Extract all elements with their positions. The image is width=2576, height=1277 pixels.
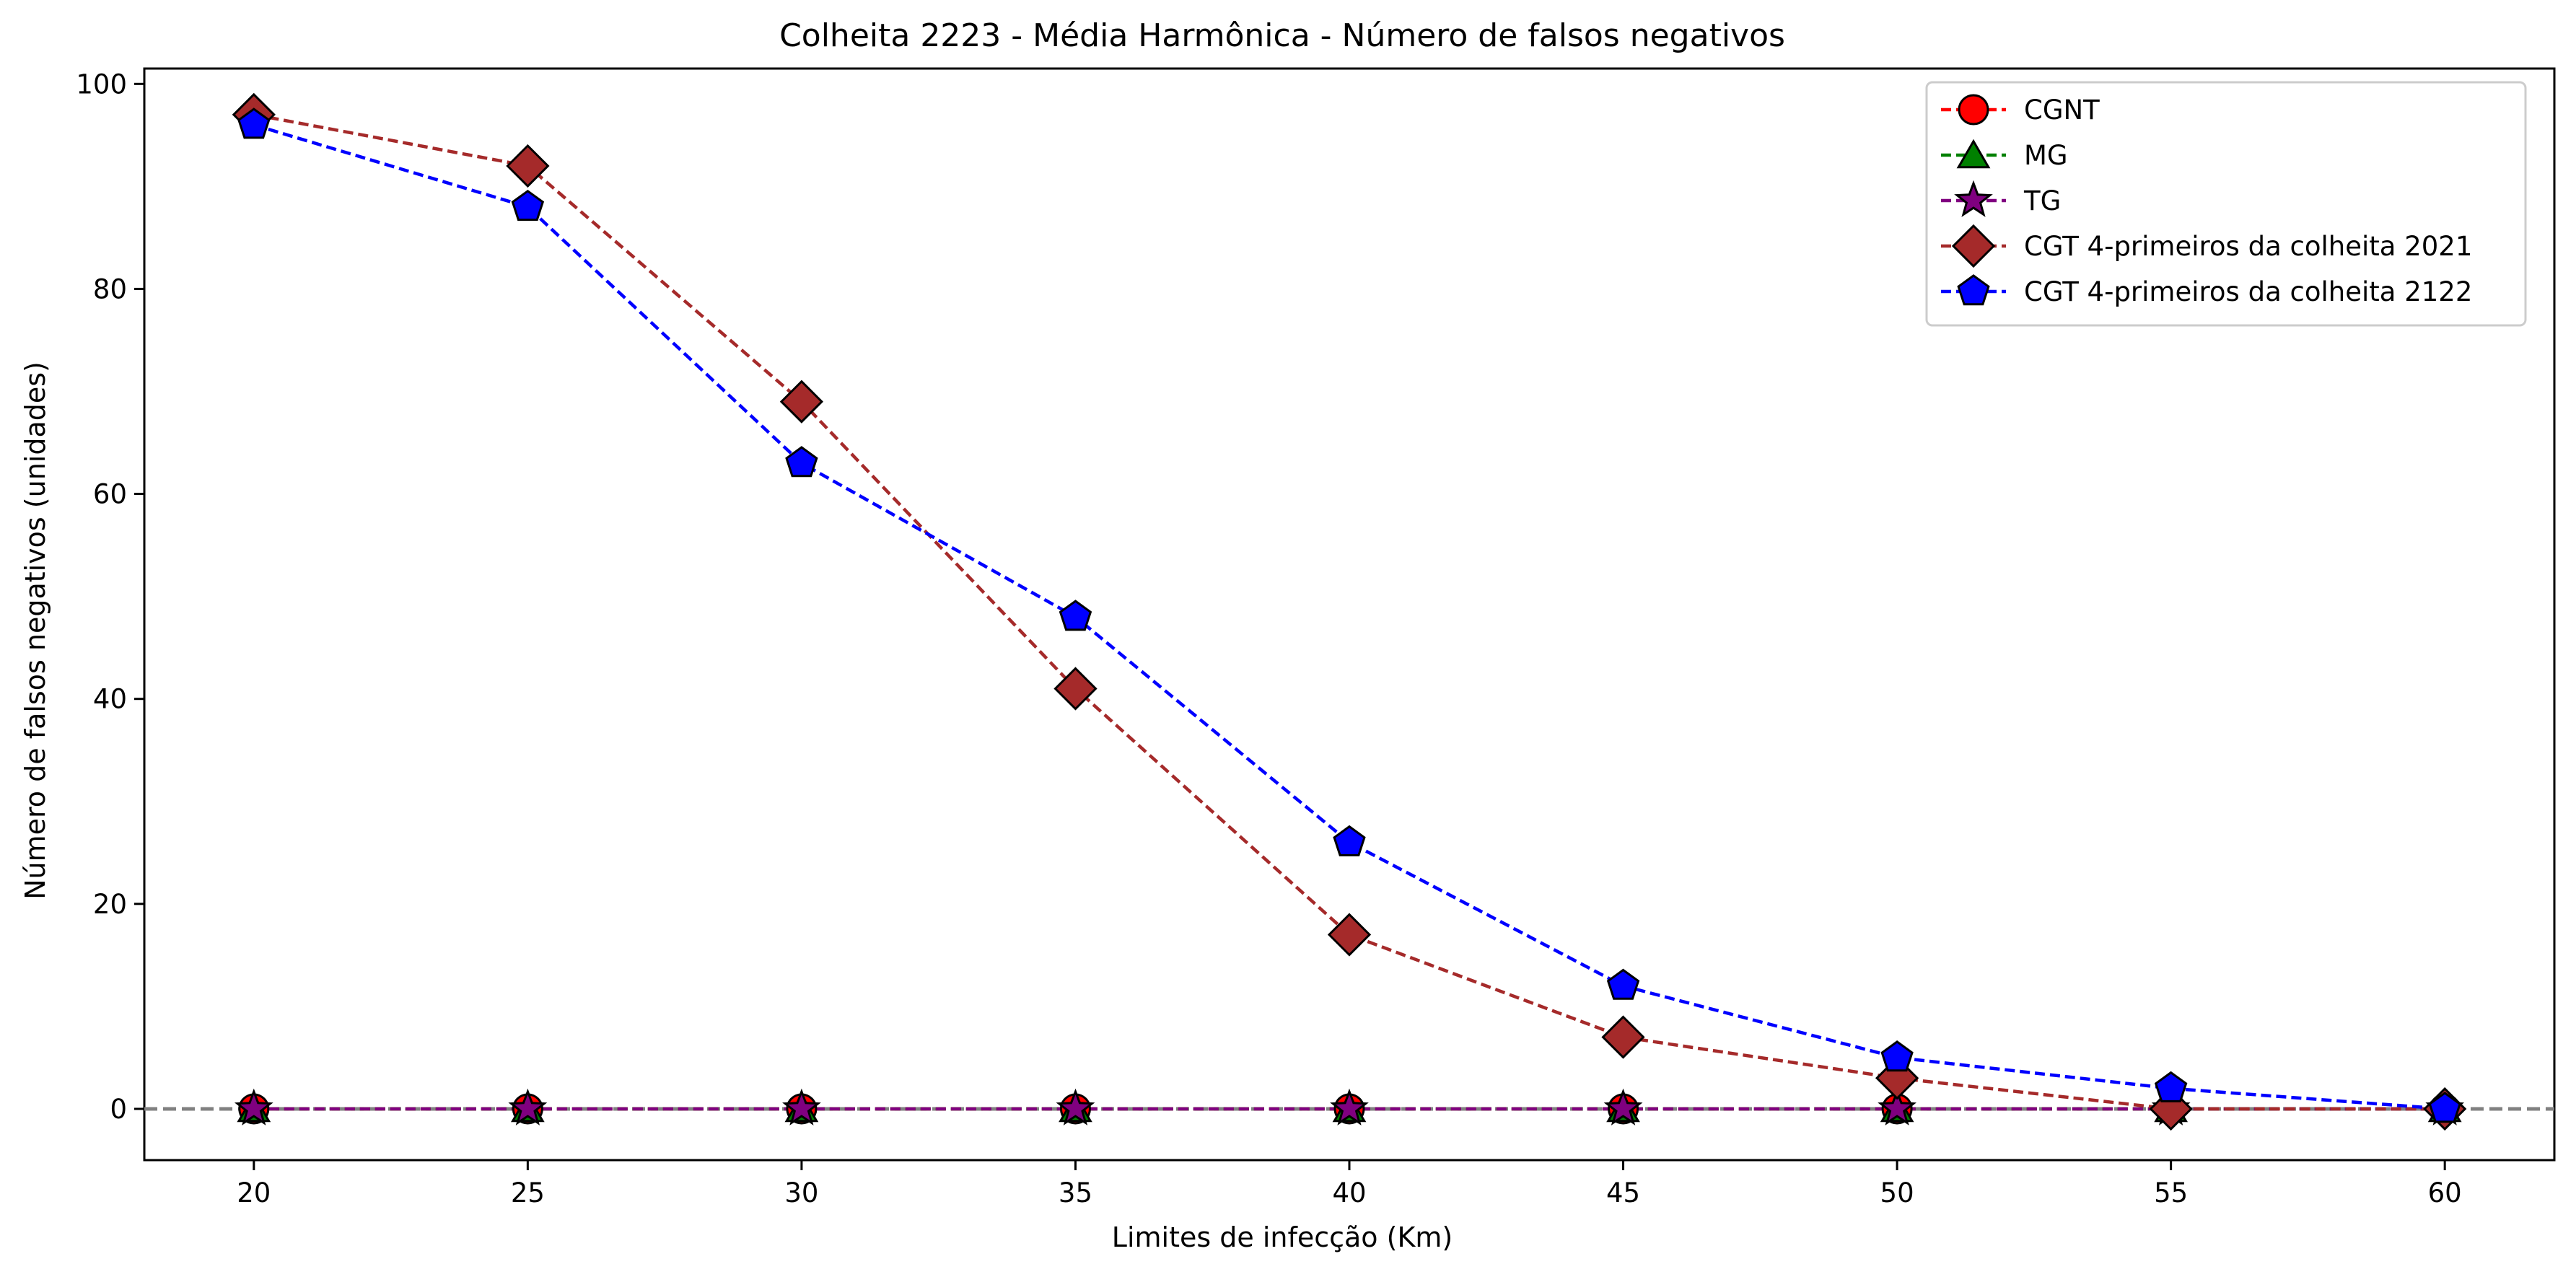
series-line-3 bbox=[253, 113, 2445, 1111]
x-axis-label: Limites de infecção (Km) bbox=[1112, 1221, 1453, 1253]
chart-title: Colheita 2223 - Média Harmônica - Número… bbox=[779, 17, 1785, 54]
x-tick-label: 35 bbox=[1059, 1177, 1092, 1208]
series-3-point bbox=[1327, 913, 1372, 957]
plot-area: 20 25 30 35 40 45 50 55 60 0 20 40 60 80 100 bbox=[76, 67, 2556, 1208]
series-2-point bbox=[1603, 1088, 1643, 1125]
y-tick-label: 60 bbox=[93, 479, 127, 510]
y-tick-label: 0 bbox=[110, 1094, 127, 1125]
y-tick-label: 100 bbox=[76, 69, 127, 100]
series-2-point bbox=[508, 1088, 548, 1125]
legend-marker-3 bbox=[1951, 224, 1996, 268]
series-2-point bbox=[782, 1088, 821, 1125]
y-tick-label: 40 bbox=[93, 684, 127, 715]
series-2-point bbox=[234, 1088, 273, 1125]
legend-label-4: CGT 4-primeiros da colheita 2122 bbox=[2024, 276, 2472, 307]
legend-marker-1 bbox=[1956, 139, 1991, 169]
series-4-point bbox=[1606, 968, 1640, 1000]
y-tick-label: 20 bbox=[93, 889, 127, 920]
series-4-point bbox=[785, 446, 818, 478]
series-4-point bbox=[1880, 1040, 1914, 1072]
legend-label-2: TG bbox=[2023, 185, 2061, 216]
series-2-point bbox=[1056, 1088, 1095, 1125]
series-4-point bbox=[2154, 1071, 2188, 1102]
series-3-point bbox=[779, 379, 824, 424]
series-3-point bbox=[1053, 667, 1098, 711]
legend-label-1: MG bbox=[2024, 140, 2068, 171]
series-2-point bbox=[1330, 1088, 1369, 1125]
x-tick-label: 40 bbox=[1332, 1177, 1366, 1208]
series-3-point bbox=[1601, 1015, 1645, 1059]
x-tick-label: 55 bbox=[2154, 1177, 2188, 1208]
x-tick-label: 20 bbox=[237, 1177, 271, 1208]
series-4-point bbox=[511, 189, 545, 221]
series-2-point bbox=[1878, 1088, 1916, 1125]
series-4-point bbox=[2428, 1092, 2461, 1123]
x-tick-label: 25 bbox=[511, 1177, 545, 1208]
y-axis-label: Número de falsos negativos (unidades) bbox=[19, 361, 51, 900]
series-4-point bbox=[1333, 825, 1366, 856]
legend: CGNT MG TG CGT 4-primeiros da colheita 2021… bbox=[1925, 81, 2527, 327]
legend-label-3: CGT 4-primeiros da colheita 2021 bbox=[2024, 231, 2472, 262]
series-line-4 bbox=[253, 123, 2445, 1111]
legend-marker-0 bbox=[1958, 94, 1989, 126]
y-tick-label: 80 bbox=[93, 273, 127, 304]
series-3-point bbox=[506, 144, 550, 188]
legend-marker-2 bbox=[1954, 180, 1993, 217]
legend-label-0: CGNT bbox=[2024, 95, 2100, 126]
legend-box bbox=[1925, 81, 2527, 327]
legend-marker-4 bbox=[1957, 274, 1990, 306]
x-tick-label: 50 bbox=[1880, 1177, 1914, 1208]
series-4-point bbox=[237, 107, 271, 139]
x-tick-label: 45 bbox=[1606, 1177, 1640, 1208]
x-tick-label: 60 bbox=[2428, 1177, 2462, 1208]
series-4-point bbox=[1059, 600, 1092, 631]
x-tick-label: 30 bbox=[784, 1177, 818, 1208]
